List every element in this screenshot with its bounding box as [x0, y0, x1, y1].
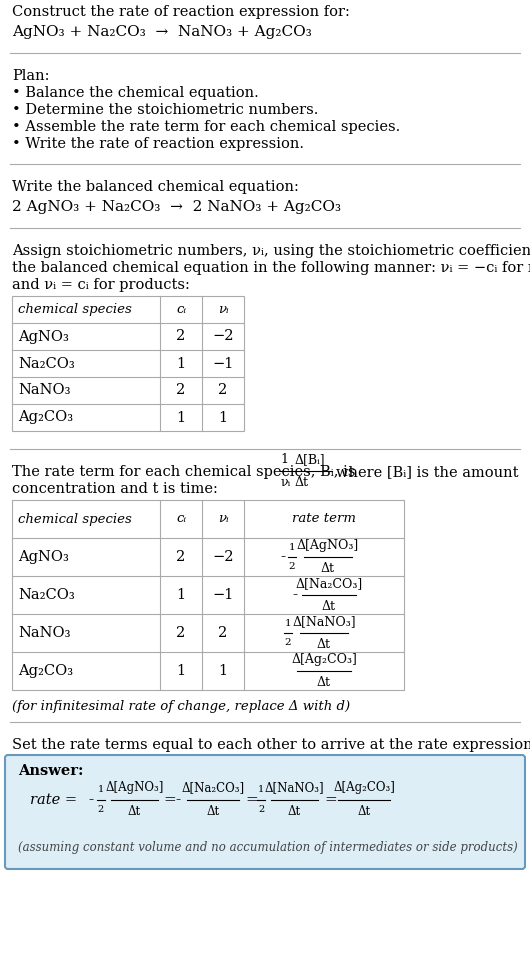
Text: chemical species: chemical species	[18, 303, 132, 316]
Text: νᵢ: νᵢ	[280, 476, 290, 489]
Text: (assuming constant volume and no accumulation of intermediates or side products): (assuming constant volume and no accumul…	[18, 841, 518, 854]
Text: 1: 1	[98, 785, 104, 794]
Text: rate =: rate =	[30, 793, 77, 807]
Text: =: =	[245, 793, 258, 807]
Text: Answer:: Answer:	[18, 764, 84, 778]
Text: the balanced chemical equation in the following manner: νᵢ = −cᵢ for reactants: the balanced chemical equation in the fo…	[12, 261, 530, 275]
Text: 2: 2	[218, 626, 227, 640]
Text: 1: 1	[218, 411, 227, 424]
Text: Δ[Ag₂CO₃]: Δ[Ag₂CO₃]	[333, 781, 395, 794]
Text: Ag₂CO₃: Ag₂CO₃	[18, 411, 73, 424]
Text: 2: 2	[258, 805, 264, 814]
Text: 2: 2	[98, 805, 104, 814]
Text: 2: 2	[176, 550, 186, 564]
FancyBboxPatch shape	[5, 755, 525, 869]
Text: Set the rate terms equal to each other to arrive at the rate expression:: Set the rate terms equal to each other t…	[12, 738, 530, 752]
Text: Δt: Δt	[207, 805, 219, 818]
Text: 1: 1	[280, 453, 288, 466]
Text: 2: 2	[285, 638, 292, 647]
Text: Δt: Δt	[322, 600, 336, 613]
Text: • Determine the stoichiometric numbers.: • Determine the stoichiometric numbers.	[12, 103, 319, 117]
Text: Δt: Δt	[317, 638, 331, 651]
Text: Δ[Ag₂CO₃]: Δ[Ag₂CO₃]	[291, 653, 357, 666]
Text: 2: 2	[176, 329, 186, 344]
Text: • Write the rate of reaction expression.: • Write the rate of reaction expression.	[12, 137, 304, 151]
Text: 1: 1	[176, 664, 186, 678]
Text: 2: 2	[176, 626, 186, 640]
Text: The rate term for each chemical species, Bᵢ, is: The rate term for each chemical species,…	[12, 465, 356, 479]
Text: cᵢ: cᵢ	[176, 303, 186, 316]
Text: -: -	[280, 550, 285, 564]
Text: 2: 2	[289, 562, 295, 571]
Text: Δ[NaNO₃]: Δ[NaNO₃]	[265, 781, 324, 794]
Text: −2: −2	[212, 550, 234, 564]
Text: νᵢ: νᵢ	[218, 303, 228, 316]
Text: Δ[NaNO₃]: Δ[NaNO₃]	[292, 615, 356, 628]
Text: Δt: Δt	[317, 676, 331, 689]
Text: Δ[AgNO₃]: Δ[AgNO₃]	[297, 539, 359, 552]
Text: • Balance the chemical equation.: • Balance the chemical equation.	[12, 86, 259, 100]
Text: =: =	[324, 793, 337, 807]
Text: concentration and t is time:: concentration and t is time:	[12, 482, 218, 496]
Text: 1: 1	[285, 619, 292, 628]
Text: −1: −1	[213, 588, 234, 602]
Text: νᵢ: νᵢ	[218, 513, 228, 525]
Text: Δ[Na₂CO₃]: Δ[Na₂CO₃]	[181, 781, 244, 794]
Text: -: -	[292, 588, 297, 602]
Bar	[12, 296, 244, 431]
Text: Ag₂CO₃: Ag₂CO₃	[18, 664, 73, 678]
Text: 2 AgNO₃ + Na₂CO₃  →  2 NaNO₃ + Ag₂CO₃: 2 AgNO₃ + Na₂CO₃ → 2 NaNO₃ + Ag₂CO₃	[12, 200, 341, 214]
Text: AgNO₃ + Na₂CO₃  →  NaNO₃ + Ag₂CO₃: AgNO₃ + Na₂CO₃ → NaNO₃ + Ag₂CO₃	[12, 25, 312, 39]
Text: rate term: rate term	[292, 513, 356, 525]
Text: Δt: Δt	[294, 476, 308, 489]
Text: 1: 1	[176, 357, 186, 370]
Text: 1: 1	[176, 588, 186, 602]
Text: -: -	[88, 793, 93, 807]
Text: 1: 1	[258, 785, 264, 794]
Bar	[12, 500, 404, 690]
Text: 2: 2	[176, 383, 186, 398]
Text: Δt: Δt	[288, 805, 301, 818]
Text: Δt: Δt	[321, 562, 335, 575]
Text: Plan:: Plan:	[12, 69, 49, 83]
Text: • Assemble the rate term for each chemical species.: • Assemble the rate term for each chemic…	[12, 120, 400, 134]
Text: Δ[AgNO₃]: Δ[AgNO₃]	[105, 781, 164, 794]
Text: where [Bᵢ] is the amount: where [Bᵢ] is the amount	[336, 465, 519, 479]
Text: AgNO₃: AgNO₃	[18, 550, 69, 564]
Text: 2: 2	[218, 383, 227, 398]
Text: Δt: Δt	[358, 805, 371, 818]
Text: −2: −2	[212, 329, 234, 344]
Text: (for infinitesimal rate of change, replace Δ with d): (for infinitesimal rate of change, repla…	[12, 700, 350, 713]
Text: AgNO₃: AgNO₃	[18, 329, 69, 344]
Text: −1: −1	[213, 357, 234, 370]
Text: =: =	[164, 793, 176, 807]
Text: NaNO₃: NaNO₃	[18, 383, 70, 398]
Text: NaNO₃: NaNO₃	[18, 626, 70, 640]
Text: and νᵢ = cᵢ for products:: and νᵢ = cᵢ for products:	[12, 278, 190, 292]
Text: Write the balanced chemical equation:: Write the balanced chemical equation:	[12, 180, 299, 194]
Text: cᵢ: cᵢ	[176, 513, 186, 525]
Text: Construct the rate of reaction expression for:: Construct the rate of reaction expressio…	[12, 5, 350, 19]
Text: chemical species: chemical species	[18, 513, 132, 525]
Text: 1: 1	[289, 543, 295, 552]
Text: Na₂CO₃: Na₂CO₃	[18, 357, 75, 370]
Text: 1: 1	[218, 664, 227, 678]
Text: Δ[Na₂CO₃]: Δ[Na₂CO₃]	[295, 577, 363, 590]
Text: Δt: Δt	[128, 805, 141, 818]
Text: Na₂CO₃: Na₂CO₃	[18, 588, 75, 602]
Text: 1: 1	[176, 411, 186, 424]
Text: Assign stoichiometric numbers, νᵢ, using the stoichiometric coefficients, cᵢ, fr: Assign stoichiometric numbers, νᵢ, using…	[12, 244, 530, 258]
Text: Δ[Bᵢ]: Δ[Bᵢ]	[294, 453, 325, 466]
Text: -: -	[176, 793, 181, 807]
